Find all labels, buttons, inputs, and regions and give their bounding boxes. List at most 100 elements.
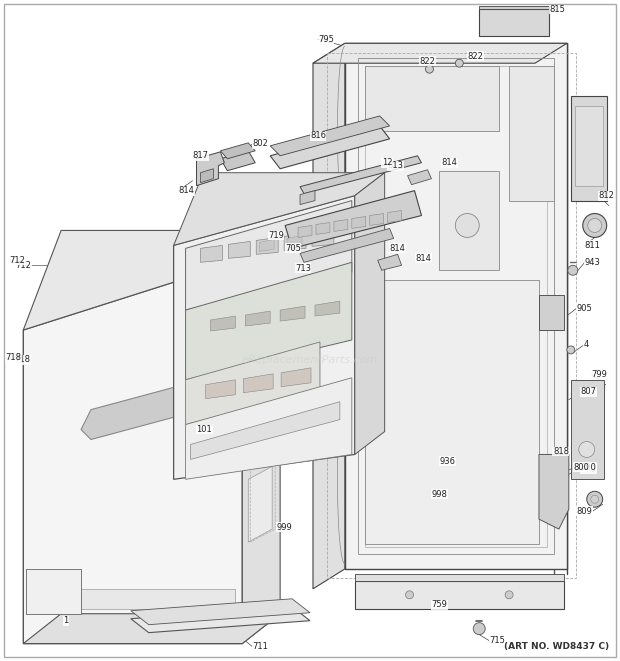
Text: 712: 712 bbox=[9, 256, 25, 265]
Text: 812: 812 bbox=[599, 191, 614, 200]
Bar bbox=[327, 54, 576, 578]
Polygon shape bbox=[259, 239, 274, 251]
Text: 807: 807 bbox=[581, 387, 597, 396]
Circle shape bbox=[583, 214, 606, 237]
Polygon shape bbox=[315, 301, 340, 316]
Text: 822: 822 bbox=[420, 57, 435, 65]
Polygon shape bbox=[36, 589, 236, 609]
Text: 800: 800 bbox=[574, 463, 590, 472]
Polygon shape bbox=[200, 169, 213, 182]
Polygon shape bbox=[256, 237, 278, 254]
Polygon shape bbox=[26, 569, 81, 613]
Polygon shape bbox=[246, 311, 270, 326]
Text: 800: 800 bbox=[581, 463, 596, 472]
Polygon shape bbox=[539, 295, 564, 330]
Circle shape bbox=[591, 495, 599, 503]
Circle shape bbox=[383, 200, 392, 211]
Polygon shape bbox=[571, 96, 606, 200]
Text: 101: 101 bbox=[197, 425, 212, 434]
Text: 816: 816 bbox=[310, 132, 326, 140]
Text: 814: 814 bbox=[179, 186, 195, 195]
Text: 718: 718 bbox=[14, 356, 30, 364]
Polygon shape bbox=[200, 245, 223, 262]
Polygon shape bbox=[24, 231, 280, 330]
Polygon shape bbox=[355, 581, 564, 609]
Circle shape bbox=[587, 491, 603, 507]
Circle shape bbox=[505, 591, 513, 599]
Polygon shape bbox=[300, 229, 394, 262]
Text: 800: 800 bbox=[581, 465, 596, 474]
Polygon shape bbox=[407, 170, 432, 184]
Polygon shape bbox=[575, 106, 603, 186]
Text: 802: 802 bbox=[252, 139, 268, 148]
Polygon shape bbox=[220, 143, 255, 159]
Polygon shape bbox=[270, 126, 389, 169]
Text: 936: 936 bbox=[440, 457, 456, 466]
Polygon shape bbox=[185, 342, 320, 424]
Text: 718: 718 bbox=[6, 354, 21, 362]
Circle shape bbox=[588, 219, 601, 233]
Polygon shape bbox=[185, 378, 352, 479]
Text: 814: 814 bbox=[415, 254, 432, 263]
Polygon shape bbox=[228, 241, 250, 258]
Polygon shape bbox=[334, 219, 348, 231]
Polygon shape bbox=[571, 380, 604, 479]
Text: 799: 799 bbox=[591, 370, 608, 379]
Text: 759: 759 bbox=[432, 600, 447, 609]
Text: 1: 1 bbox=[63, 616, 68, 625]
Polygon shape bbox=[210, 316, 236, 331]
Text: 12: 12 bbox=[382, 158, 392, 167]
Polygon shape bbox=[313, 43, 345, 589]
Polygon shape bbox=[242, 231, 280, 644]
Polygon shape bbox=[370, 214, 384, 225]
Circle shape bbox=[455, 59, 463, 67]
Polygon shape bbox=[197, 152, 224, 186]
Polygon shape bbox=[316, 223, 330, 235]
Polygon shape bbox=[345, 43, 567, 569]
Text: 822: 822 bbox=[467, 52, 483, 61]
Polygon shape bbox=[539, 455, 569, 529]
Circle shape bbox=[567, 346, 575, 354]
Text: 795: 795 bbox=[318, 35, 334, 44]
Polygon shape bbox=[174, 173, 384, 245]
Text: 999: 999 bbox=[276, 523, 292, 531]
Circle shape bbox=[579, 442, 595, 457]
Polygon shape bbox=[190, 402, 340, 459]
Polygon shape bbox=[355, 173, 384, 455]
Polygon shape bbox=[378, 254, 402, 270]
Polygon shape bbox=[312, 229, 334, 247]
Polygon shape bbox=[365, 280, 539, 544]
Polygon shape bbox=[220, 151, 255, 171]
Polygon shape bbox=[131, 607, 310, 633]
Polygon shape bbox=[298, 225, 312, 237]
Text: 998: 998 bbox=[432, 490, 447, 499]
Circle shape bbox=[425, 65, 433, 73]
Circle shape bbox=[568, 265, 578, 275]
Polygon shape bbox=[479, 7, 549, 9]
Polygon shape bbox=[131, 599, 310, 625]
Text: 719: 719 bbox=[268, 231, 284, 240]
Circle shape bbox=[473, 623, 485, 635]
Polygon shape bbox=[284, 233, 306, 251]
Text: 712: 712 bbox=[16, 261, 31, 270]
Text: 817: 817 bbox=[193, 151, 208, 160]
Circle shape bbox=[405, 591, 414, 599]
Circle shape bbox=[455, 214, 479, 237]
Polygon shape bbox=[185, 262, 352, 380]
Text: 814: 814 bbox=[441, 158, 458, 167]
Polygon shape bbox=[243, 374, 273, 393]
Polygon shape bbox=[300, 156, 422, 194]
Polygon shape bbox=[352, 217, 366, 229]
Text: (ART NO. WD8437 C): (ART NO. WD8437 C) bbox=[503, 642, 609, 650]
Text: 705: 705 bbox=[285, 244, 301, 253]
Polygon shape bbox=[270, 116, 389, 156]
Text: 905: 905 bbox=[577, 303, 593, 313]
Polygon shape bbox=[174, 196, 355, 479]
Polygon shape bbox=[509, 66, 554, 200]
Polygon shape bbox=[205, 380, 236, 399]
Polygon shape bbox=[287, 235, 302, 247]
Text: 813: 813 bbox=[388, 161, 404, 171]
Polygon shape bbox=[185, 200, 352, 310]
Polygon shape bbox=[248, 467, 272, 542]
Text: 711: 711 bbox=[252, 642, 268, 651]
